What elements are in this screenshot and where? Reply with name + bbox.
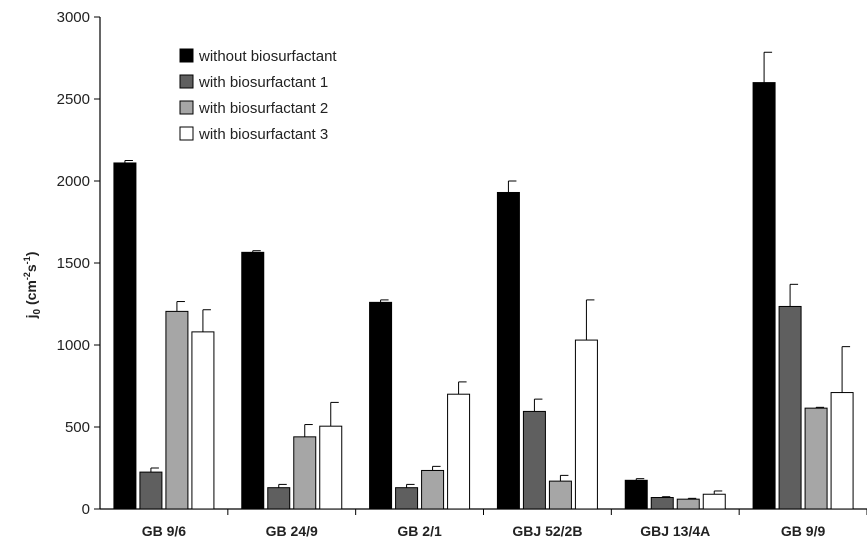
plot-area: 0 500 1000 1500 2000 2500 3000 GB 9/6 GB 24/9 GB … (57, 9, 867, 539)
y-axis-label-unit-sup2: -1 (22, 256, 32, 264)
x-tick-label: GB 9/6 (142, 523, 187, 539)
bar (319, 425, 343, 510)
y-tick-label: 2500 (57, 91, 90, 108)
y-tick-label: 500 (65, 419, 90, 436)
bar (369, 301, 393, 510)
bar (447, 393, 471, 510)
x-tick-label: GBJ 52/2B (512, 523, 582, 539)
bar (702, 493, 726, 510)
x-tick-label: GB 24/9 (266, 523, 318, 539)
bar (574, 339, 598, 510)
bar (165, 310, 189, 510)
bar (241, 251, 265, 510)
bar (395, 487, 419, 510)
x-tick-label: GB 9/9 (781, 523, 826, 539)
y-axis-label-unit-close: ) (23, 252, 39, 257)
bar (804, 407, 828, 510)
legend-swatch (179, 48, 194, 63)
y-tick-label: 3000 (57, 9, 90, 26)
bar (548, 480, 572, 510)
y-tick-label: 1500 (57, 255, 90, 272)
bar (267, 487, 291, 510)
legend-swatch (179, 74, 194, 89)
legend-label: with biosurfactant 1 (198, 74, 328, 91)
legend: without biosurfactant with biosurfactant … (179, 48, 337, 143)
bar (139, 471, 163, 510)
y-tick-label: 2000 (57, 173, 90, 190)
bar (830, 392, 854, 510)
bar (650, 497, 674, 510)
bar (676, 498, 700, 510)
y-tick-label: 1000 (57, 337, 90, 354)
bar (113, 162, 137, 510)
y-axis-label-unit-mid: s (23, 264, 39, 272)
bar (293, 436, 317, 510)
bar (191, 331, 215, 510)
legend-label: with biosurfactant 2 (198, 100, 328, 117)
y-axis-label-subscript: 0 (32, 308, 43, 314)
legend-label: without biosurfactant (198, 48, 337, 65)
svg-text:j0 (cm-2s-1): j0 (cm-2s-1) (22, 252, 43, 320)
y-axis-label: j0 (cm-2s-1) (22, 252, 43, 320)
bar (624, 479, 648, 510)
y-axis-label-main: j (23, 314, 39, 319)
legend-swatch (179, 126, 194, 141)
y-tick-label: 0 (82, 501, 90, 518)
bar (421, 469, 445, 510)
bar (496, 191, 520, 510)
legend-swatch (179, 100, 194, 115)
x-tick-label: GB 2/1 (397, 523, 442, 539)
x-tick-label: GBJ 13/4A (640, 523, 710, 539)
bar (752, 82, 776, 510)
y-axis-label-unit-sup1: -2 (22, 272, 32, 280)
y-axis-label-unit-open: (cm (23, 280, 39, 309)
bar (522, 410, 546, 510)
legend-label: with biosurfactant 3 (198, 126, 328, 143)
bar (778, 305, 802, 510)
